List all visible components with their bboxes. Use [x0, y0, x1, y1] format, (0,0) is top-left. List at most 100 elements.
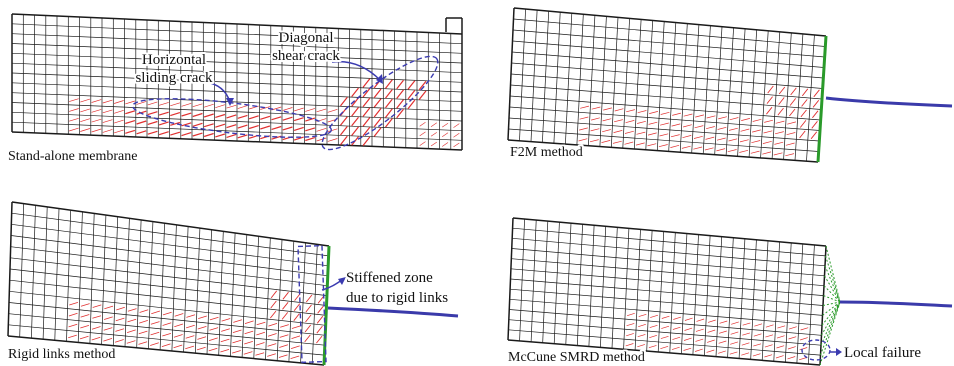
crack-mark: [125, 120, 136, 125]
crack-mark: [351, 107, 359, 117]
crack-mark: [294, 293, 301, 301]
crack-mark: [407, 90, 416, 100]
crack-mark: [305, 294, 313, 303]
mesh-horizontal-line: [10, 235, 328, 277]
mesh-horizontal-line: [8, 324, 325, 356]
crack-mark: [683, 337, 692, 341]
crack-mark: [694, 348, 703, 352]
cracks-layer: [68, 78, 820, 361]
crack-mark: [138, 341, 148, 345]
crack-mark: [91, 128, 102, 133]
crack-mark: [271, 125, 282, 130]
mesh-horizontal-line: [9, 290, 326, 326]
crack-mark: [103, 327, 113, 331]
crack-mark: [317, 306, 324, 314]
crack-mark: [811, 121, 818, 129]
crack-mark: [590, 128, 600, 132]
spring-link: [825, 245, 841, 303]
crack-mark: [147, 101, 158, 106]
crack-mark: [362, 107, 371, 117]
crack-mark: [453, 133, 460, 138]
crack-mark: [764, 354, 773, 358]
crack-mark: [271, 116, 282, 121]
crack-mark: [719, 320, 728, 324]
crack-mark: [305, 304, 312, 313]
crack-mark: [267, 343, 277, 347]
crack-mark: [113, 129, 124, 134]
crack-mark: [197, 326, 207, 330]
crack-mark: [68, 323, 78, 328]
crack-mark: [102, 109, 113, 114]
crack-mark: [706, 339, 715, 343]
crack-mark: [282, 291, 289, 300]
crack-mark: [579, 116, 589, 120]
stiffened-zone-arrow: [321, 279, 343, 291]
crack-mark: [116, 306, 125, 311]
crack-mark: [158, 111, 169, 116]
crack-mark: [351, 87, 359, 97]
crack-mark: [293, 107, 304, 112]
crack-mark: [660, 335, 669, 339]
crack-mark: [750, 150, 760, 154]
crack-mark: [150, 342, 159, 346]
crack-mark: [255, 352, 265, 356]
mesh-horizontal-line: [507, 139, 819, 163]
crack-mark: [706, 349, 715, 353]
crack-mark: [385, 108, 393, 118]
mesh-horizontal-line: [510, 268, 824, 296]
mccune-load-line: [839, 300, 953, 308]
crack-mark: [787, 346, 796, 350]
crack-mark: [773, 152, 783, 156]
crack-mark: [754, 323, 763, 327]
crack-mark: [740, 128, 750, 132]
crack-mark: [170, 102, 181, 107]
crack-mark: [785, 142, 795, 146]
crack-mark: [305, 314, 312, 323]
crack-mark: [396, 108, 404, 119]
crack-mark: [104, 305, 114, 310]
crack-mark: [282, 107, 293, 111]
crack-mark: [127, 308, 137, 312]
crack-mark: [801, 88, 809, 97]
mesh-horizontal-line: [510, 288, 823, 316]
crack-mark: [68, 98, 79, 102]
crack-mark: [271, 135, 282, 140]
crack-mark: [385, 79, 393, 89]
crack-mark: [741, 118, 750, 121]
crack-mark: [579, 127, 588, 131]
crack-mark: [203, 113, 214, 118]
diagonal-label-line1: Diagonal: [279, 30, 334, 46]
crack-mark: [635, 142, 645, 146]
crack-mark: [305, 108, 316, 112]
horizontal-label-line2: sliding crack: [135, 70, 213, 86]
crack-mark: [637, 120, 646, 124]
mesh-horizontal-line: [512, 237, 826, 267]
crack-mark: [787, 121, 796, 125]
mesh-horizontal-line: [11, 212, 329, 257]
mesh-horizontal-line: [507, 339, 821, 366]
crack-mark: [147, 130, 158, 135]
spring-link: [820, 301, 841, 356]
crack-mark: [80, 108, 91, 113]
mesh-horizontal-line: [11, 131, 463, 151]
mesh-horizontal-line: [10, 246, 328, 287]
crack-mark: [778, 86, 786, 95]
crack-mark: [102, 99, 113, 104]
crack-mark: [762, 140, 772, 144]
crack-mark: [293, 117, 304, 122]
crack-mark: [717, 126, 727, 130]
crack-mark: [316, 325, 323, 334]
crack-mark: [614, 108, 624, 112]
f2m-load-line: [825, 96, 953, 108]
crack-mark: [185, 324, 195, 329]
spring-link: [821, 301, 841, 326]
crack-mark: [293, 313, 300, 321]
crack-mark: [648, 121, 658, 125]
crack-mark: [763, 130, 773, 134]
crack-mark: [91, 118, 102, 123]
caption-rigid: Rigid links method: [8, 347, 115, 362]
crack-mark: [741, 352, 750, 356]
crack-mark: [637, 344, 646, 348]
crack-mark: [267, 333, 277, 337]
